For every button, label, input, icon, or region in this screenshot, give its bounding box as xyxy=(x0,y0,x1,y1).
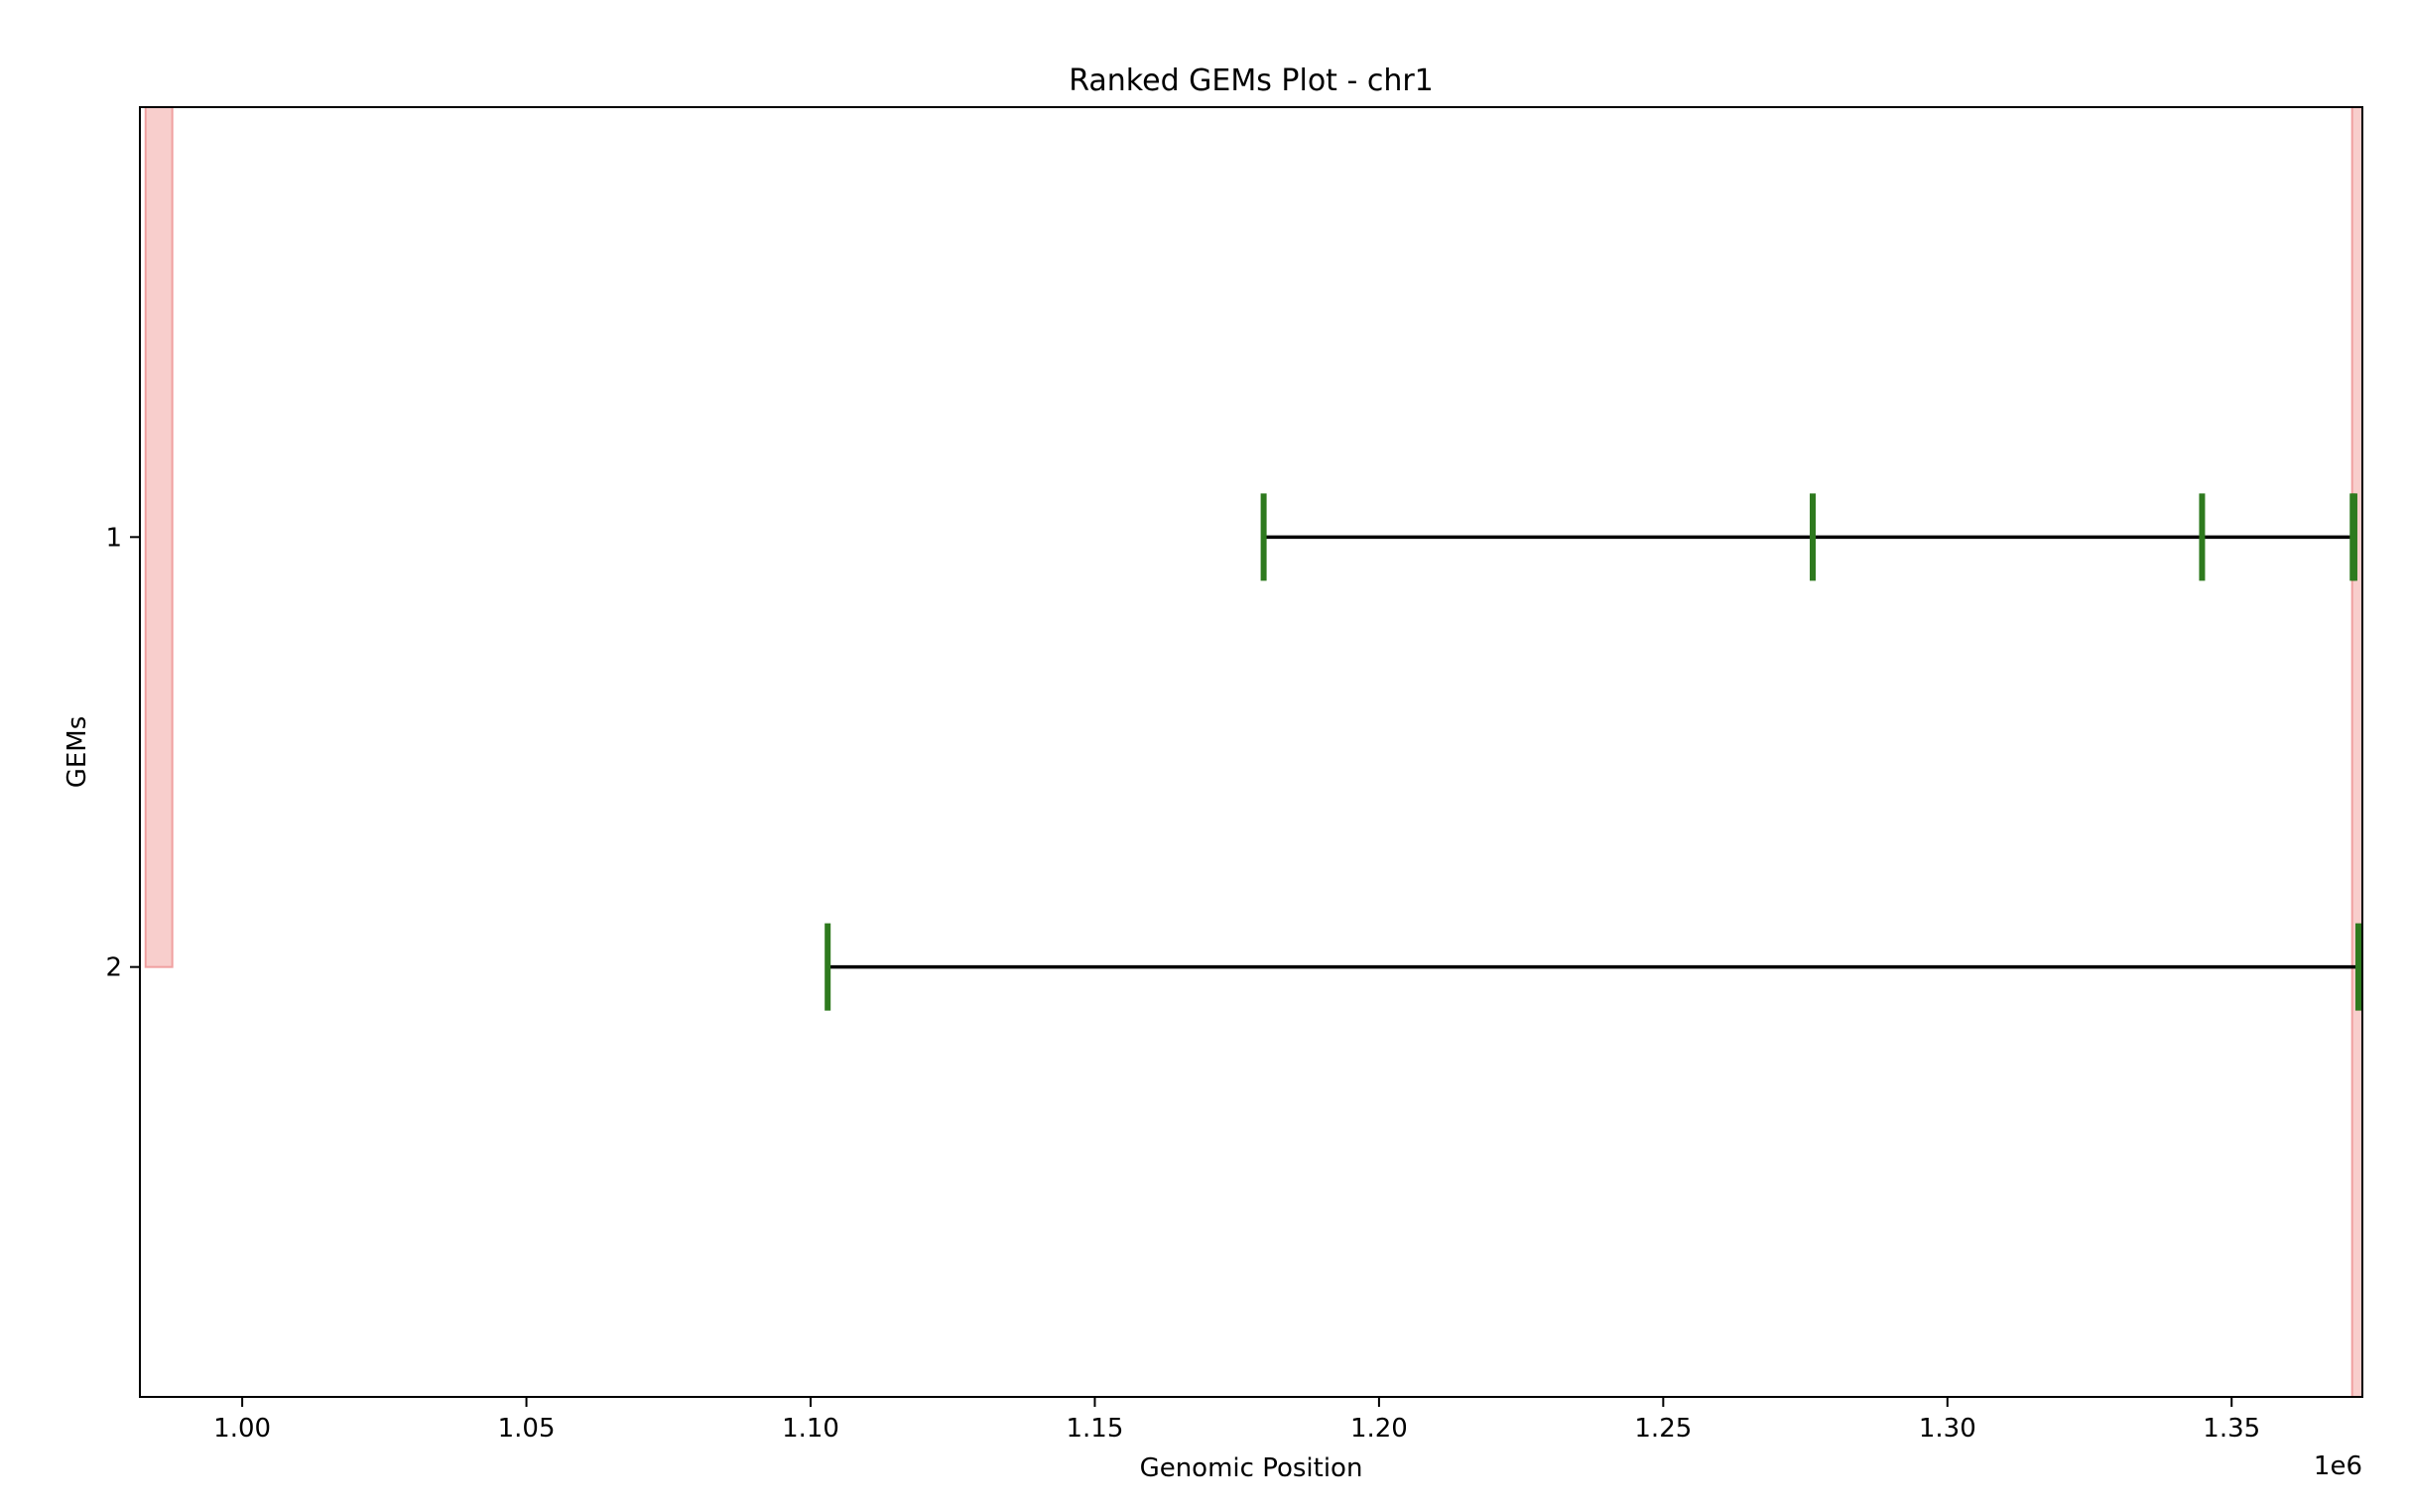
x-tick-label: 1.00 xyxy=(213,1414,271,1444)
y-tick-label: 1 xyxy=(105,523,122,553)
x-axis-label: Genomic Position xyxy=(1140,1453,1363,1483)
y-axis-label: GEMs xyxy=(63,716,92,789)
chart-title: Ranked GEMs Plot - chr1 xyxy=(1069,63,1434,98)
gem-segments xyxy=(824,493,2361,1011)
highlight-region-1 xyxy=(144,106,174,968)
x-tick-label: 1.05 xyxy=(498,1414,556,1444)
y-axis-ticks: 12 xyxy=(105,523,140,983)
x-axis-offset-label: 1e6 xyxy=(2314,1451,2362,1481)
plot-frame xyxy=(139,106,2363,1398)
x-axis-ticks: 1.00 1.05 1.10 1.15 1.20 1.25 1.30 1.35 xyxy=(213,1397,2260,1444)
x-tick-label: 1.25 xyxy=(1634,1414,1692,1444)
highlight-regions xyxy=(144,106,2364,1398)
highlight-region-2 xyxy=(2350,106,2364,1398)
x-tick-label: 1.35 xyxy=(2203,1414,2260,1444)
x-tick-label: 1.15 xyxy=(1067,1414,1124,1444)
x-tick-label: 1.10 xyxy=(782,1414,839,1444)
x-tick-label: 1.20 xyxy=(1350,1414,1408,1444)
x-tick-label: 1.30 xyxy=(1919,1414,1976,1444)
y-tick-label: 2 xyxy=(105,953,122,983)
